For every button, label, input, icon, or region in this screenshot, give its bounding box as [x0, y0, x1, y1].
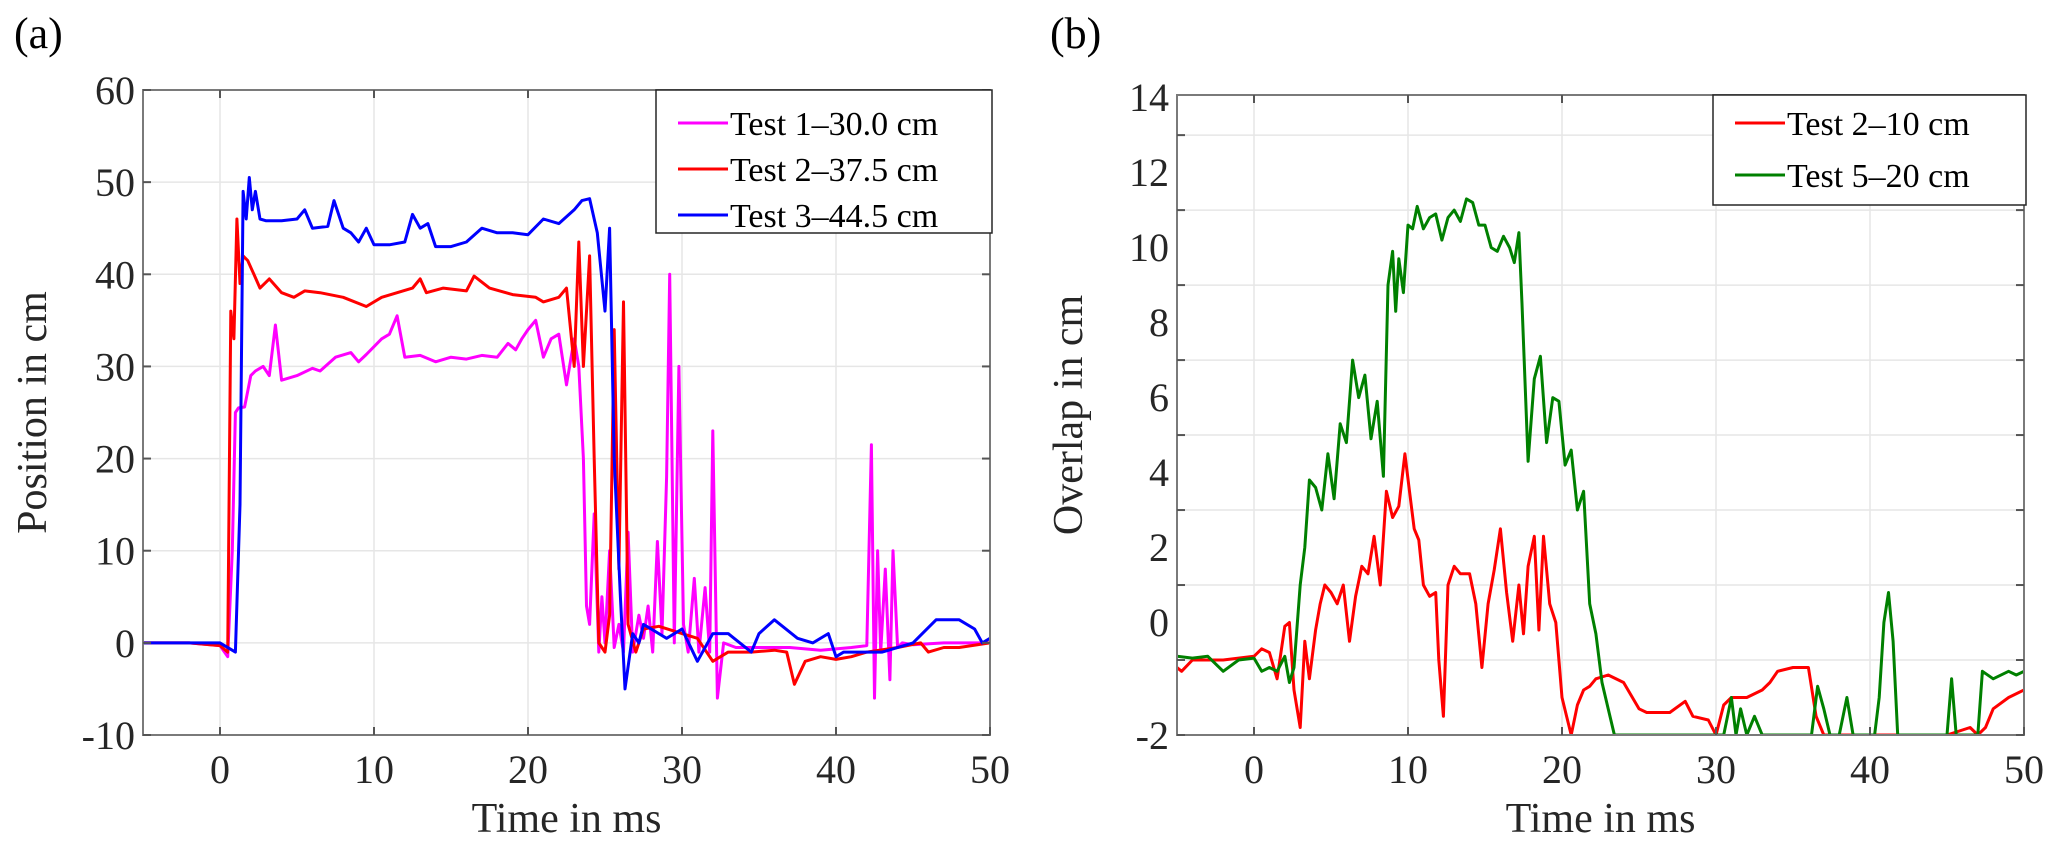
y-tick-label: 12 — [1129, 150, 1169, 195]
x-tick-label: 20 — [1542, 747, 1582, 792]
y-tick-label: 50 — [95, 160, 135, 205]
x-tick-label: 10 — [1388, 747, 1428, 792]
series-line-test-2-10-cm — [1177, 452, 2024, 735]
panel-a-legend: Test 1–30.0 cm Test 2–37.5 cm Test 3–44.5 … — [655, 89, 993, 235]
panel-a-position-chart: (a) 0 10 20 30 40 50 -10 0 10 20 30 40 50 60 Time in … — [10, 9, 1010, 842]
panel-b-series — [1177, 197, 2024, 735]
x-tick-label: 40 — [816, 747, 856, 792]
series-line-test-2-37-5-cm — [143, 217, 990, 686]
panel-b-axes-frame — [1176, 94, 2025, 736]
legend-box — [655, 89, 993, 234]
y-tick-label: 2 — [1149, 525, 1169, 570]
legend-box — [1712, 94, 2027, 206]
x-tick-label: 20 — [508, 747, 548, 792]
panel-a-series — [143, 176, 990, 700]
y-tick-label: 14 — [1129, 75, 1169, 120]
x-tick-label: 0 — [1244, 747, 1264, 792]
panel-b-y-axis-label: Overlap in cm — [1046, 295, 1092, 536]
x-tick-label: 40 — [1850, 747, 1890, 792]
y-tick-label: 30 — [95, 344, 135, 389]
x-tick-label: 50 — [970, 747, 1010, 792]
y-tick-label: -10 — [82, 713, 135, 758]
panel-a-ticks: 0 10 20 30 40 50 -10 0 10 20 30 40 50 60 — [82, 68, 1010, 792]
y-tick-label: 60 — [95, 68, 135, 113]
series-line-test-5-20-cm — [1177, 197, 2024, 735]
panel-b-legend: Test 2–10 cm Test 5–20 cm — [1712, 94, 2027, 206]
series-line-test-3-44-5-cm — [143, 176, 990, 691]
y-tick-label: 8 — [1149, 300, 1169, 345]
y-tick-label: 6 — [1149, 375, 1169, 420]
legend-entry-label: Test 5–20 cm — [1787, 158, 1970, 195]
x-tick-label: 10 — [354, 747, 394, 792]
y-tick-label: 4 — [1149, 450, 1169, 495]
panel-label-b: (b) — [1050, 9, 1101, 58]
y-tick-label: -2 — [1136, 713, 1169, 758]
series-line-test-1-30-0-cm — [143, 272, 990, 700]
panel-a-y-axis-label: Position in cm — [10, 291, 56, 534]
y-tick-label: 40 — [95, 252, 135, 297]
y-tick-label: 10 — [1129, 225, 1169, 270]
x-tick-label: 50 — [2004, 747, 2044, 792]
x-tick-label: 0 — [210, 747, 230, 792]
panel-label-a: (a) — [14, 9, 63, 58]
legend-entry-label: Test 2–10 cm — [1787, 106, 1970, 143]
panel-a-x-axis-label: Time in ms — [472, 796, 662, 842]
y-tick-label: 0 — [1149, 600, 1169, 645]
x-tick-label: 30 — [662, 747, 702, 792]
panel-b-ticks: 0 10 20 30 40 50 -2 0 2 4 6 8 10 12 14 — [1129, 75, 2044, 792]
legend-entry-label: Test 2–37.5 cm — [730, 152, 938, 189]
y-tick-label: 10 — [95, 529, 135, 574]
panel-a-axes-frame — [142, 89, 991, 736]
y-tick-label: 0 — [115, 621, 135, 666]
y-tick-label: 20 — [95, 437, 135, 482]
legend-entry-label: Test 3–44.5 cm — [730, 198, 938, 235]
legend-entry-label: Test 1–30.0 cm — [730, 106, 938, 143]
panel-b-x-axis-label: Time in ms — [1506, 796, 1696, 842]
x-tick-label: 30 — [1696, 747, 1736, 792]
